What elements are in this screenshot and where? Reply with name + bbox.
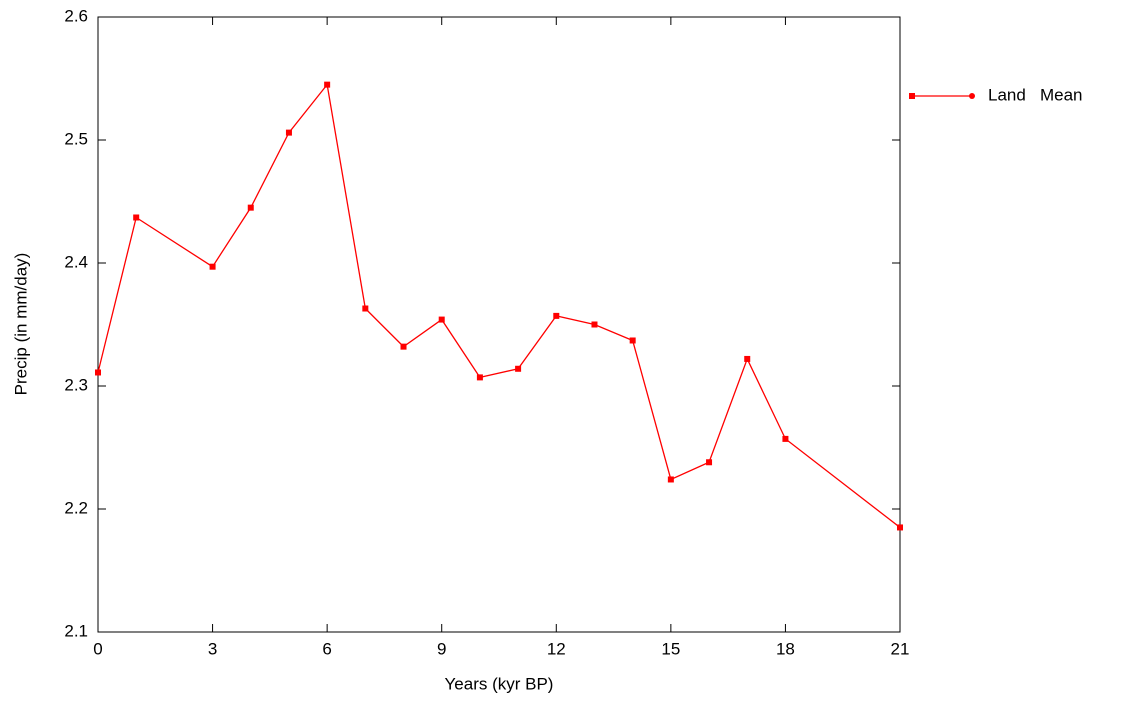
point <box>476 374 483 381</box>
y-tick-label: 2.5 <box>64 129 88 148</box>
point <box>247 204 254 211</box>
y-tick-label: 2.4 <box>64 252 88 271</box>
x-tick-label: 3 <box>208 639 217 658</box>
point <box>553 312 560 319</box>
point <box>362 305 369 312</box>
point <box>667 476 674 483</box>
series-line <box>97 83 901 528</box>
point <box>209 263 216 270</box>
x-tick-label: 6 <box>322 639 331 658</box>
point <box>591 321 598 328</box>
y-tick-label: 2.6 <box>64 6 88 25</box>
x-tick-label: 21 <box>891 639 910 658</box>
y-tick-label: 2.2 <box>64 498 88 517</box>
legend-marker <box>909 93 915 99</box>
point <box>400 343 407 350</box>
point <box>706 459 713 466</box>
point <box>744 355 751 362</box>
legend-label: Land Mean <box>988 85 1083 104</box>
point <box>782 435 789 442</box>
point <box>133 214 140 221</box>
point <box>629 337 636 344</box>
point <box>438 316 445 323</box>
point <box>515 365 522 372</box>
legend-marker <box>969 93 975 99</box>
x-tick-label: 12 <box>547 639 566 658</box>
x-tick-label: 9 <box>437 639 446 658</box>
x-tick-label: 15 <box>661 639 680 658</box>
plot-frame <box>97 16 901 633</box>
y-tick-label: 2.3 <box>64 375 88 394</box>
x-tick-label: 0 <box>93 639 102 658</box>
x-axis-label: Years (kyr BP) <box>445 674 554 693</box>
x-tick-label: 18 <box>776 639 795 658</box>
point <box>324 81 331 88</box>
point <box>95 369 101 376</box>
point <box>285 129 292 136</box>
y-tick-label: 2.1 <box>64 621 88 640</box>
y-axis-label: Precip (in mm/day) <box>11 253 30 396</box>
point <box>897 524 903 531</box>
